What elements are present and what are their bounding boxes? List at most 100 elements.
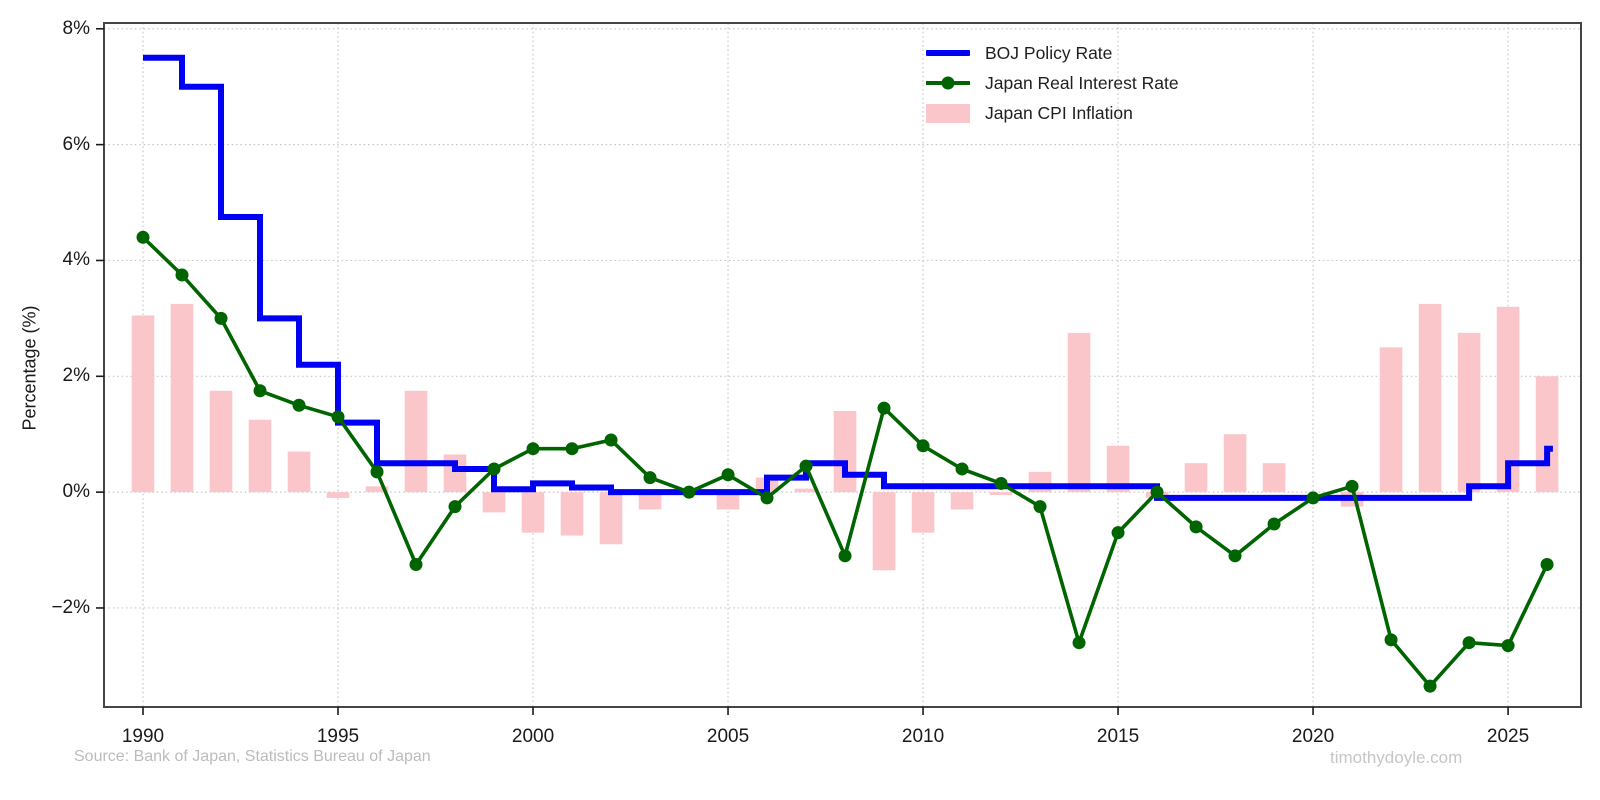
x-tick-label: 2020: [1291, 726, 1335, 747]
real-rate-line-swatch: [925, 76, 971, 90]
real-interest-rate-point: [916, 439, 930, 453]
real-interest-rate-point: [838, 549, 852, 563]
cpi-inflation-bar: [1184, 463, 1208, 493]
cpi-inflation-bar: [872, 492, 896, 571]
real-interest-rate-point: [292, 398, 306, 412]
cpi-inflation-bar: [560, 492, 584, 536]
cpi-inflation-bar: [170, 303, 194, 493]
cpi-inflation-bar: [1223, 434, 1247, 493]
cpi-inflation-bar: [287, 451, 311, 493]
legend-label-policy-rate: BOJ Policy Rate: [985, 42, 1113, 63]
real-interest-rate-point: [1189, 520, 1203, 534]
real-interest-rate-point: [643, 471, 657, 485]
real-interest-rate-point: [1540, 558, 1554, 572]
real-interest-rate-point: [331, 410, 345, 424]
cpi-inflation-bar: [638, 492, 662, 510]
cpi-inflation-bar: [404, 390, 428, 493]
legend-item-policy-rate: BOJ Policy Rate: [925, 38, 1179, 68]
real-interest-rate-point: [253, 384, 267, 398]
real-interest-rate-point: [448, 500, 462, 514]
real-interest-rate-point: [1111, 526, 1125, 540]
real-interest-rate-point: [1228, 549, 1242, 563]
cpi-inflation-bar: [209, 390, 233, 493]
blue-line-icon: [926, 50, 970, 56]
y-tick-label: 0%: [62, 481, 90, 503]
real-interest-rate-point: [136, 230, 150, 244]
real-interest-rate-point: [721, 468, 735, 482]
real-interest-rate-point: [1150, 485, 1164, 499]
cpi-inflation-bar: [989, 492, 1013, 496]
real-interest-rate-point: [994, 476, 1008, 490]
real-interest-rate-point: [1267, 517, 1281, 531]
cpi-bar-swatch: [925, 103, 971, 123]
real-interest-rate-point: [760, 491, 774, 505]
x-tick-label: 1990: [121, 726, 165, 747]
legend-label-cpi: Japan CPI Inflation: [985, 102, 1133, 123]
cpi-inflation-bar: [443, 454, 467, 493]
cpi-inflation-bar: [365, 486, 389, 493]
cpi-inflation-bar: [716, 492, 740, 510]
real-interest-rate-point: [1033, 500, 1047, 514]
cpi-inflation-bar: [131, 315, 155, 493]
cpi-inflation-bar: [1262, 463, 1286, 493]
cpi-inflation-bar: [1106, 445, 1130, 493]
x-tick-label: 1995: [316, 726, 360, 747]
source-note: Source: Bank of Japan, Statistics Bureau…: [74, 748, 431, 765]
cpi-inflation-bar: [599, 492, 623, 545]
real-interest-rate-point: [175, 268, 189, 282]
real-interest-rate-point: [370, 465, 384, 479]
real-interest-rate-point: [799, 459, 813, 473]
policy-rate-line-swatch: [925, 50, 971, 56]
cpi-inflation-bar: [794, 488, 818, 493]
cpi-inflation-bar: [248, 419, 272, 493]
y-tick-label: 6%: [62, 133, 90, 155]
real-interest-rate-point: [1072, 636, 1086, 650]
real-interest-rate-point: [682, 485, 696, 499]
real-interest-rate-point: [1384, 633, 1398, 647]
real-interest-rate-point: [1345, 479, 1359, 493]
x-tick-label: 2015: [1096, 726, 1140, 747]
y-tick-label: 4%: [62, 249, 90, 271]
real-interest-rate-point: [1462, 636, 1476, 650]
real-interest-rate-point: [487, 462, 501, 476]
real-interest-rate-point: [877, 401, 891, 415]
cpi-inflation-bar: [1379, 347, 1403, 493]
cpi-inflation-bar: [482, 492, 506, 513]
real-interest-rate-point: [1423, 679, 1437, 693]
real-interest-rate-point: [955, 462, 969, 476]
y-tick-label: −2%: [51, 596, 90, 618]
cpi-inflation-bar: [1457, 332, 1481, 493]
cpi-inflation-bar: [1418, 303, 1442, 493]
real-interest-rate-point: [565, 442, 579, 456]
y-tick-label: 2%: [62, 365, 90, 387]
legend: BOJ Policy Rate Japan Real Interest Rate…: [925, 38, 1179, 128]
cpi-inflation-bar: [1067, 332, 1091, 493]
x-tick-label: 2000: [511, 726, 555, 747]
cpi-inflation-bar: [1496, 306, 1520, 493]
legend-item-cpi: Japan CPI Inflation: [925, 98, 1179, 128]
cpi-inflation-bar: [1535, 376, 1559, 493]
cpi-inflation-bar: [911, 492, 935, 533]
green-line-marker-icon: [926, 76, 970, 90]
y-tick-label: 8%: [62, 17, 90, 39]
cpi-inflation-bar: [833, 411, 857, 493]
legend-item-real-rate: Japan Real Interest Rate: [925, 68, 1179, 98]
real-interest-rate-point: [214, 311, 228, 325]
cpi-inflation-bar: [326, 492, 350, 498]
x-tick-label: 2025: [1486, 726, 1530, 747]
site-credit: timothydoyle.com: [1330, 748, 1463, 767]
real-interest-rate-point: [526, 442, 540, 456]
real-interest-rate-point: [409, 558, 423, 572]
pink-rect-icon: [926, 103, 970, 123]
plot-frame: [103, 22, 1582, 708]
cpi-inflation-bar: [950, 492, 974, 510]
cpi-inflation-bar: [521, 492, 545, 533]
x-tick-label: 2005: [706, 726, 750, 747]
real-interest-rate-point: [1501, 639, 1515, 653]
real-interest-rate-point: [1306, 491, 1320, 505]
real-interest-rate-point: [604, 433, 618, 447]
boj-policy-rate-line: [143, 54, 1553, 501]
legend-label-real-rate: Japan Real Interest Rate: [985, 72, 1179, 93]
